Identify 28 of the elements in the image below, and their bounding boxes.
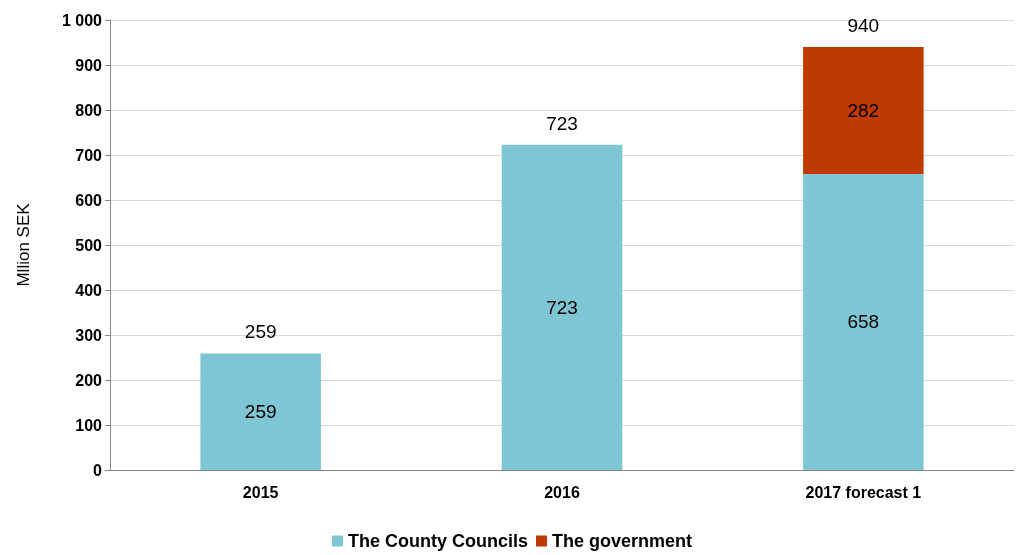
total-label: 723 [546, 112, 578, 134]
y-tick-label: 900 [75, 56, 103, 74]
x-tick-label: 2015 [242, 483, 279, 501]
total-label: 940 [847, 15, 880, 36]
y-tick-label: 100 [75, 416, 103, 434]
data-label: 282 [847, 99, 880, 121]
y-axis-title: Mllion SEK [14, 202, 33, 287]
bar [200, 353, 321, 470]
y-tick-label: 600 [75, 191, 103, 209]
y-tick-label: 800 [75, 101, 103, 119]
y-tick-label: 200 [75, 371, 103, 389]
y-tick-label: 400 [75, 281, 103, 299]
y-tick-label: 700 [75, 146, 103, 164]
y-tick-label: 500 [75, 236, 103, 254]
legend-label: The County Councils [347, 531, 528, 551]
y-tick-label: 1 000 [61, 11, 103, 29]
bar [803, 173, 924, 470]
bar [803, 47, 924, 174]
legend-label: The government [551, 531, 693, 551]
bar [501, 144, 623, 470]
data-label: 723 [546, 296, 578, 318]
y-tick-label: 0 [93, 461, 103, 479]
x-tick-label: 2016 [544, 483, 580, 501]
data-label: 658 [847, 311, 880, 333]
y-tick-label: 300 [75, 326, 103, 344]
x-tick-label: 2017 forecast 1 [805, 483, 922, 501]
total-label: 259 [244, 321, 277, 343]
data-label: 259 [244, 401, 277, 423]
